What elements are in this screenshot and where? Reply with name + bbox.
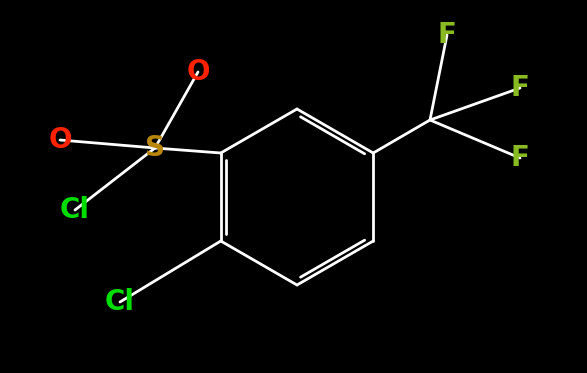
- Text: F: F: [511, 74, 529, 102]
- Text: O: O: [48, 126, 72, 154]
- Text: O: O: [186, 58, 210, 86]
- Text: S: S: [145, 134, 165, 162]
- Text: Cl: Cl: [105, 288, 135, 316]
- Text: F: F: [511, 144, 529, 172]
- Text: Cl: Cl: [60, 196, 90, 224]
- Text: F: F: [437, 21, 457, 49]
